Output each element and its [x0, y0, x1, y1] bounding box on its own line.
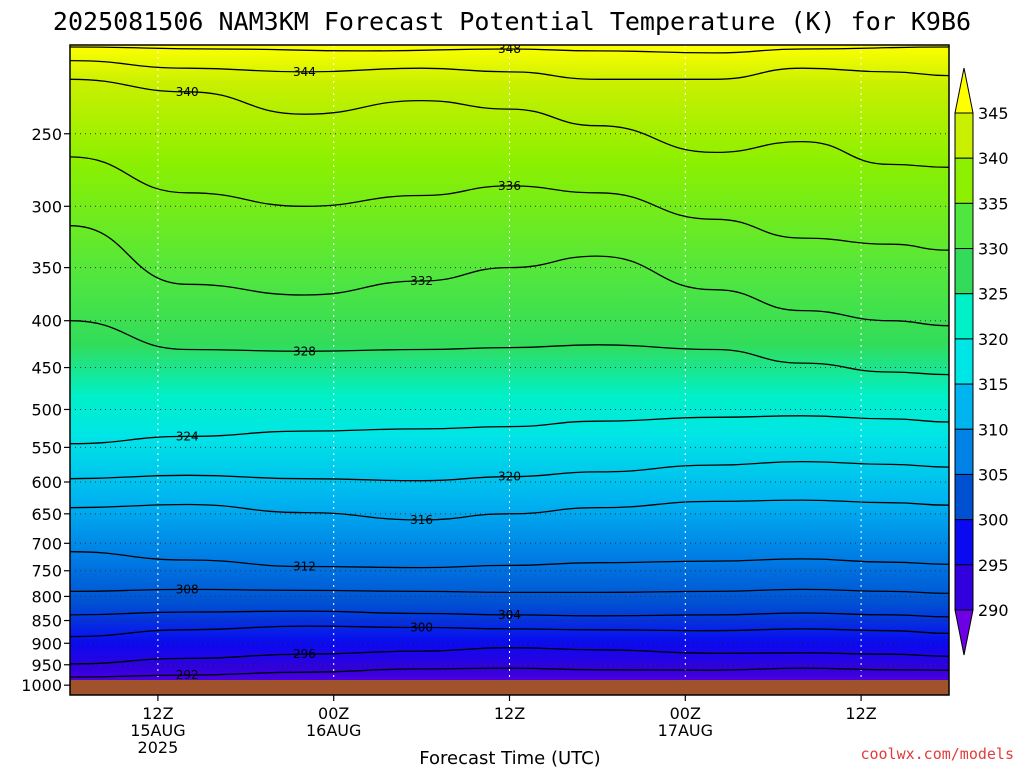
watermark: coolwx.com/models [860, 745, 1014, 763]
contour-label-296: 296 [293, 647, 316, 661]
colorbar-label: 340 [978, 149, 1009, 168]
contour-316 [70, 499, 949, 521]
x-tick-label: 12Z [142, 704, 173, 723]
y-tick-label: 300 [31, 197, 62, 216]
x-tick-label: 2025 [138, 738, 179, 757]
x-tick-label: 12Z [494, 704, 525, 723]
x-tick-label: 15AUG [130, 721, 185, 740]
y-tick-label: 1000 [21, 676, 62, 695]
colorbar-segment [954, 248, 974, 295]
contour-label-292: 292 [176, 668, 199, 682]
ground-surface [70, 680, 949, 695]
chart-title: 2025081506 NAM3KM Forecast Potential Tem… [53, 7, 971, 36]
contour-340 [70, 78, 949, 168]
colorbar-label: 325 [978, 285, 1009, 304]
contour-300 [70, 625, 949, 638]
y-tick-label: 850 [31, 612, 62, 631]
colorbar-segment [954, 112, 974, 159]
colorbar-segment [954, 202, 974, 250]
colorbar-bottom-arrow [954, 609, 974, 656]
y-tick-label: 800 [31, 587, 62, 606]
contour-308 [70, 588, 949, 595]
x-axis-label: Forecast Time (UTC) [419, 748, 600, 768]
y-axis: 250 300 350 400 450 500 550 600 650 700 750 800 850 9… [21, 125, 70, 695]
x-tick-label: 12Z [845, 704, 876, 723]
isentrope-contours: 292 296 300 304 308 312 316 320 324 328 332 336 340 3… [70, 42, 949, 682]
colorbar-segment [954, 383, 974, 430]
grid-lines [70, 45, 949, 695]
contour-label-336: 336 [498, 179, 521, 193]
contour-label-328: 328 [293, 344, 316, 358]
y-tick-label: 600 [31, 473, 62, 492]
colorbar-label: 295 [978, 556, 1009, 575]
contour-324 [70, 415, 949, 445]
contour-304 [70, 610, 949, 618]
contour-label-324: 324 [176, 429, 199, 443]
contour-296 [70, 647, 949, 665]
contour-348 [70, 46, 949, 54]
colorbar-segment [954, 157, 974, 204]
colorbar-top-arrow [954, 67, 974, 114]
contour-label-320: 320 [498, 470, 521, 484]
colorbar-label: 330 [978, 240, 1009, 259]
contour-label-344: 344 [293, 65, 316, 79]
x-tick-label: 00Z [670, 704, 701, 723]
contour-label-332: 332 [410, 274, 433, 288]
y-tick-label: 400 [31, 312, 62, 331]
x-tick-label: 00Z [318, 704, 349, 723]
colorbar-label: 310 [978, 420, 1009, 439]
y-tick-label: 500 [31, 400, 62, 419]
contour-label-304: 304 [498, 608, 521, 622]
contour-320 [70, 460, 949, 482]
y-tick-label: 550 [31, 438, 62, 457]
colorbar-label: 290 [978, 601, 1009, 620]
colorbar-label: 315 [978, 375, 1009, 394]
y-tick-label: 650 [31, 505, 62, 524]
contour-label-300: 300 [410, 620, 433, 634]
y-tick-label: 750 [31, 562, 62, 581]
colorbar-segment [954, 519, 974, 566]
colorbar-label: 305 [978, 465, 1009, 484]
colorbar-segment [954, 293, 974, 340]
contour-label-316: 316 [410, 513, 433, 527]
y-tick-label: 350 [31, 259, 62, 278]
x-tick-label: 17AUG [658, 721, 713, 740]
colorbar: 345 340 335 330 325 320 315 310 305 300 295 290 [954, 67, 1009, 656]
contour-label-348: 348 [498, 42, 521, 56]
contour-label-308: 308 [176, 582, 199, 596]
contour-336 [70, 156, 949, 251]
contour-label-340: 340 [176, 85, 199, 99]
colorbar-segment [954, 564, 974, 611]
contour-292 [70, 667, 949, 678]
colorbar-segment [954, 473, 974, 521]
contour-328 [70, 320, 949, 376]
contour-label-312: 312 [293, 559, 316, 573]
contour-344 [70, 59, 949, 80]
y-tick-label: 950 [31, 656, 62, 675]
y-tick-label: 450 [31, 359, 62, 378]
contour-312 [70, 551, 949, 569]
contour-332 [70, 225, 949, 327]
y-tick-label: 250 [31, 125, 62, 144]
colorbar-label: 345 [978, 104, 1009, 123]
colorbar-label: 335 [978, 194, 1009, 213]
colorbar-segment [954, 338, 974, 385]
colorbar-segment [954, 428, 974, 475]
y-tick-label: 900 [31, 634, 62, 653]
colorbar-label: 320 [978, 330, 1009, 349]
colorbar-label: 300 [978, 511, 1009, 530]
x-tick-label: 16AUG [306, 721, 361, 740]
y-tick-label: 700 [31, 534, 62, 553]
